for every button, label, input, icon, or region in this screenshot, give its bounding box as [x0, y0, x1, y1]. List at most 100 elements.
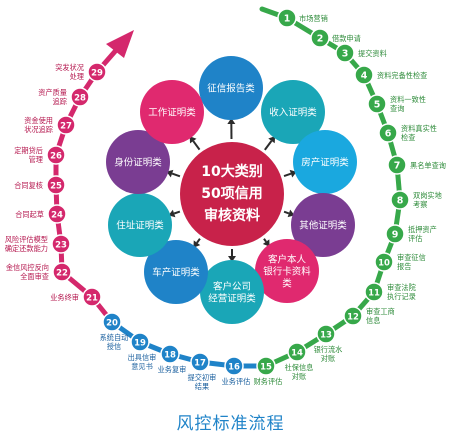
step-badge [256, 356, 276, 376]
category-label: 身份证明类 [114, 157, 162, 169]
diagram-canvas: 征信报告类收入证明类房产证明类其他证明类客户本人银行卡资料类客户公司经营证明类车… [5, 6, 446, 391]
connector-arrowhead-icon [227, 117, 236, 125]
category-label: 房产证明类 [301, 157, 349, 169]
center-circle [180, 142, 284, 246]
category-bubble [144, 240, 208, 304]
step-label: 资料完备性检查 [377, 71, 427, 80]
step-number: 10 [378, 259, 390, 269]
step-number: 4 [361, 71, 368, 82]
step-label: 评估 [408, 234, 422, 243]
step-badge [390, 190, 410, 210]
connector-arrowhead-icon [193, 240, 201, 248]
step-label: 业务评估 [222, 377, 251, 386]
process-step: 15 财务评估 [254, 356, 282, 386]
center-arrows [166, 117, 297, 262]
category-bubble [261, 80, 325, 144]
step-label: 授信 [107, 342, 121, 351]
step-badge [52, 262, 72, 282]
step-badge [87, 62, 107, 82]
category-label: 客户本人 [268, 254, 307, 266]
step-label: 管理 [29, 155, 43, 164]
step-label: 系统自动 [100, 333, 129, 342]
step-label: 信息 [366, 316, 380, 325]
process-step: 1 市场营销 [277, 8, 328, 28]
center-line-2: 50项信用 [201, 185, 262, 202]
process-step: 25 合同复核 [14, 175, 66, 195]
step-label: 审查法院 [387, 283, 416, 292]
category-bubble [293, 130, 357, 194]
category-circle: 工作证明类 [140, 80, 204, 144]
step-label: 资料真实性 [401, 124, 437, 133]
step-number: 16 [228, 363, 240, 373]
step-number: 24 [51, 211, 63, 221]
category-bubble [255, 239, 319, 303]
step-label: 定期贷后 [14, 146, 43, 155]
step-badge [287, 342, 307, 362]
category-label: 客户公司 [213, 281, 251, 293]
process-step: 7 黑名单查询 [387, 155, 446, 175]
step-number: 17 [194, 359, 206, 369]
step-label: 状况追踪 [24, 125, 53, 134]
step-label: 突发状况 [55, 63, 84, 72]
step-label: 意见书 [131, 362, 153, 371]
category-bubble [199, 56, 263, 120]
connector-line [192, 140, 201, 151]
step-number: 1 [284, 14, 291, 25]
connector-line [264, 140, 273, 151]
step-number: 22 [56, 269, 68, 279]
step-badge [335, 43, 355, 63]
step-label: 考察 [413, 200, 427, 209]
step-label: 对账 [292, 372, 306, 381]
step-number: 3 [342, 49, 349, 60]
category-bubble [140, 80, 204, 144]
step-number: 21 [86, 294, 98, 304]
step-label: 合同复核 [14, 181, 43, 190]
connector-line [263, 238, 267, 243]
category-label: 征信报告类 [207, 83, 255, 95]
category-circle: 住址证明类 [108, 193, 172, 257]
step-label: 合同起草 [15, 210, 44, 219]
process-step: 2 借款申请 [310, 28, 361, 48]
step-number: 2 [317, 34, 324, 45]
step-label: 市场营销 [299, 14, 328, 23]
connector-arrowhead-icon [189, 136, 197, 144]
step-badge [46, 145, 66, 165]
step-number: 6 [385, 129, 392, 140]
step-badge [367, 94, 387, 114]
category-circle: 房产证明类 [293, 130, 357, 194]
step-number: 25 [50, 182, 62, 192]
step-label: 资产质量 [38, 88, 67, 97]
step-label: 黑名单查询 [410, 161, 446, 170]
category-label: 类 [282, 278, 292, 290]
step-badge [160, 344, 180, 364]
step-label: 执行记录 [387, 292, 416, 301]
center-circle-group: 10大类别 50项信用 审核资料 [180, 142, 284, 246]
step-number: 15 [260, 363, 272, 373]
step-number: 26 [50, 152, 62, 162]
step-number: 7 [394, 161, 401, 172]
step-badge [224, 356, 244, 376]
connector-arrowhead-icon [262, 239, 270, 247]
step-badge [102, 312, 122, 332]
step-badge [385, 224, 405, 244]
step-badge [374, 252, 394, 272]
category-circle: 身份证明类 [106, 130, 170, 194]
center-line-1: 10大类别 [201, 163, 262, 180]
step-label: 全面审查 [20, 272, 49, 281]
category-circle: 其他证明类 [291, 193, 355, 257]
step-number: 12 [347, 313, 359, 323]
